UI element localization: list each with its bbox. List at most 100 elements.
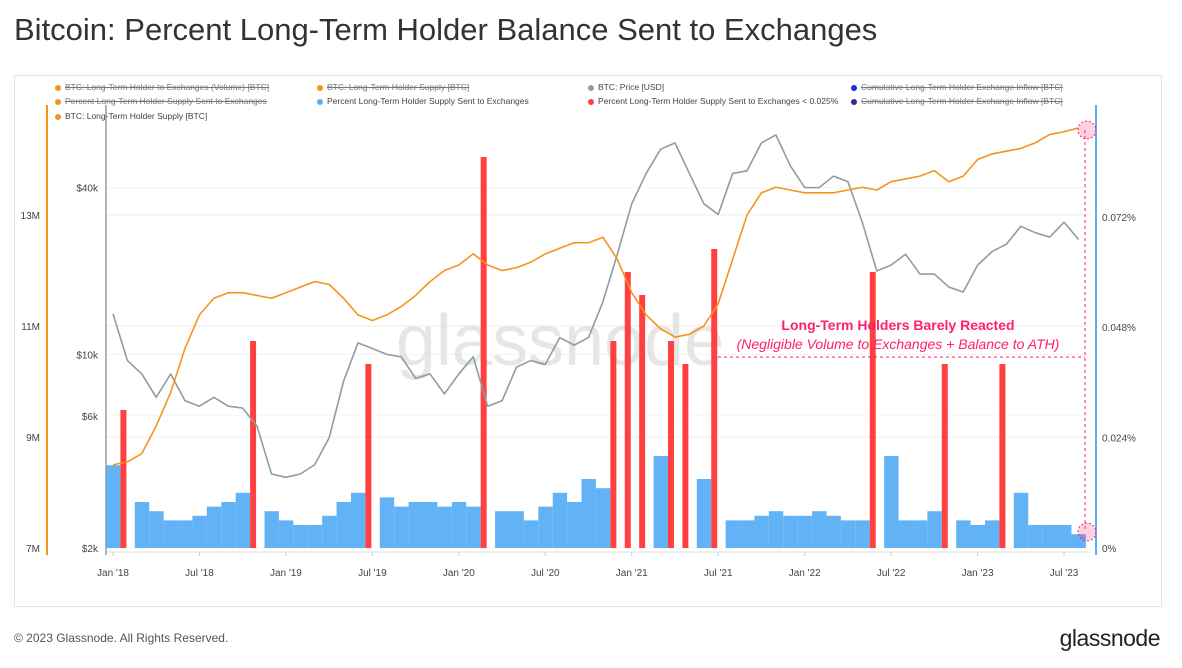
highlight-bar <box>667 341 674 548</box>
legend-dot-icon <box>851 84 857 91</box>
percent-bar <box>451 502 467 548</box>
price-axis-tick: $40k <box>76 184 99 195</box>
percent-bar <box>696 479 712 548</box>
percent-bar <box>783 515 798 548</box>
legend-dot-icon <box>851 98 857 105</box>
left-axis-tick: 11M <box>21 322 40 333</box>
annotation-subtitle: (Negligible Volume to Exchanges + Balanc… <box>737 336 1060 352</box>
left-axis-tick: 13M <box>21 211 40 222</box>
legend-label: Percent Long-Term Holder Supply Sent to … <box>327 96 529 106</box>
percent-bar <box>437 506 452 548</box>
percent-bar <box>552 492 568 548</box>
highlight-circle <box>1077 522 1097 542</box>
highlight-bar <box>365 364 372 548</box>
percent-bar <box>163 520 179 548</box>
percent-bar <box>106 465 121 548</box>
copyright: © 2023 Glassnode. All Rights Reserved. <box>14 631 229 645</box>
percent-bar <box>768 511 784 548</box>
legend-item-percent-hidden[interactable]: Percent Long-Term Holder Supply Sent to … <box>55 96 267 106</box>
highlight-bar <box>711 249 718 548</box>
highlight-bar <box>624 272 631 548</box>
legend-item-cumulative-inflow-2[interactable]: Cumulative Long-Term Holder Exchange Inf… <box>851 96 1063 106</box>
percent-bar <box>840 520 856 548</box>
legend-item-lth-supply-hidden[interactable]: BTC: Long-Term Holder Supply [BTC] <box>317 82 469 92</box>
percent-bar <box>970 525 985 548</box>
percent-bar <box>754 515 769 548</box>
percent-bar <box>221 502 236 548</box>
highlight-bar <box>250 341 257 548</box>
percent-bar <box>812 511 827 548</box>
x-axis-tick: Jan '21 <box>616 568 648 579</box>
highlight-circle <box>1077 120 1097 140</box>
legend-item-percent[interactable]: Percent Long-Term Holder Supply Sent to … <box>317 96 529 106</box>
legend-dot-icon <box>55 84 61 91</box>
percent-bar <box>898 520 913 548</box>
legend-dot-icon <box>55 113 61 120</box>
percent-bar <box>509 511 524 548</box>
percent-bar <box>985 520 1000 548</box>
highlight-bar <box>941 364 948 548</box>
highlight-bar <box>610 341 617 548</box>
glassnode-logo: glassnode <box>1059 625 1161 651</box>
percent-bar <box>1013 492 1029 548</box>
x-axis-tick: Jul '22 <box>877 568 906 579</box>
chart-frame: BTC: Long-Term Holder to Exchanges (Volu… <box>14 75 1162 607</box>
x-axis-tick: Jan '18 <box>97 568 129 579</box>
percent-bar <box>264 511 279 548</box>
legend-item-cumulative-inflow[interactable]: Cumulative Long-Term Holder Exchange Inf… <box>851 82 1063 92</box>
highlight-bar <box>869 272 876 548</box>
percent-bar <box>912 520 928 548</box>
percent-bar <box>350 492 366 548</box>
watermark: glassnode <box>396 301 724 381</box>
legend-dot-icon <box>55 98 61 105</box>
percent-bar <box>740 520 755 548</box>
legend-item-lth-supply[interactable]: BTC: Long-Term Holder Supply [BTC] <box>55 111 207 121</box>
percent-bar <box>523 520 539 548</box>
x-axis-tick: Jan '20 <box>443 568 475 579</box>
x-axis-tick: Jul '19 <box>358 568 387 579</box>
percent-bar <box>394 506 409 548</box>
x-axis-tick: Jul '21 <box>704 568 733 579</box>
percent-bar <box>855 520 870 548</box>
percent-bar <box>725 520 741 548</box>
legend-label: BTC: Long-Term Holder Supply [BTC] <box>327 82 470 92</box>
percent-bar <box>134 502 150 548</box>
legend-label: BTC: Price [USD] <box>598 82 665 92</box>
legend-item-lth-volume[interactable]: BTC: Long-Term Holder to Exchanges (Volu… <box>55 82 269 92</box>
left-axis-tick: 9M <box>26 433 40 444</box>
right-axis-tick: 0.072% <box>1102 213 1136 224</box>
percent-bar <box>466 506 481 548</box>
percent-bar <box>379 497 395 548</box>
percent-bar <box>322 515 337 548</box>
percent-bar <box>149 511 164 548</box>
highlight-bar <box>639 295 646 548</box>
price-axis-tick: $2k <box>82 544 99 555</box>
legend-label: Percent Long-Term Holder Supply Sent to … <box>598 96 839 106</box>
legend-label: BTC: Long-Term Holder to Exchanges (Volu… <box>65 82 270 92</box>
legend-dot-icon <box>317 98 323 105</box>
percent-bar <box>307 525 323 548</box>
right-axis-tick: 0.024% <box>1102 434 1136 445</box>
percent-bar <box>293 525 308 548</box>
highlight-bar <box>120 410 127 548</box>
highlight-bar <box>480 157 487 548</box>
percent-bar <box>336 502 351 548</box>
percent-bar <box>235 492 251 548</box>
price-axis-tick: $6k <box>82 412 99 423</box>
right-axis-tick: 0.048% <box>1102 323 1136 334</box>
x-axis-tick: Jul '20 <box>531 568 560 579</box>
highlight-bar <box>682 364 689 548</box>
legend-label: Cumulative Long-Term Holder Exchange Inf… <box>861 96 1063 106</box>
percent-bar <box>178 520 193 548</box>
annotation-title: Long-Term Holders Barely Reacted <box>781 317 1014 333</box>
percent-bar <box>581 479 596 548</box>
highlight-bar <box>999 364 1006 548</box>
percent-bar <box>1071 534 1086 548</box>
legend-label: Percent Long-Term Holder Supply Sent to … <box>65 96 267 106</box>
percent-bar <box>956 520 971 548</box>
legend-item-percent-threshold[interactable]: Percent Long-Term Holder Supply Sent to … <box>588 96 838 106</box>
price-line <box>112 134 1080 479</box>
legend-item-price[interactable]: BTC: Price [USD] <box>588 82 664 92</box>
page-title: Bitcoin: Percent Long-Term Holder Balanc… <box>14 12 878 47</box>
